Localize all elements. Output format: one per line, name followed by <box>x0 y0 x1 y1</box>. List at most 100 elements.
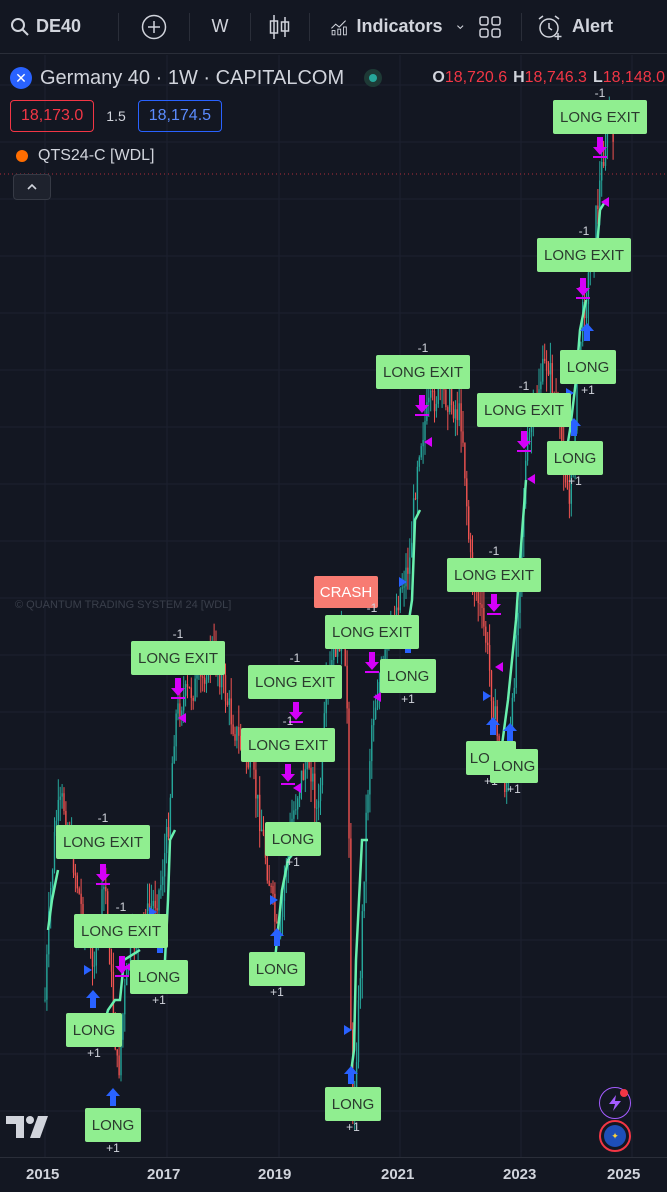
candle-body <box>487 642 489 646</box>
entry-marker <box>483 691 491 701</box>
candle-body <box>164 853 166 877</box>
exit-marker <box>495 662 503 672</box>
globe-icon: ✦ <box>604 1125 626 1147</box>
candle-body <box>412 498 415 543</box>
candle-body <box>561 419 563 446</box>
chart-type-button[interactable] <box>251 0 309 54</box>
candle-body <box>312 773 314 782</box>
candle-body <box>401 587 403 589</box>
alert-button[interactable]: Alert <box>522 0 613 54</box>
entry-marker <box>84 965 92 975</box>
candle-body <box>355 1062 358 1094</box>
candle-body <box>118 1055 120 1076</box>
symbol-label: DE40 <box>36 16 82 36</box>
layouts-button[interactable] <box>465 0 515 54</box>
candle-body <box>496 706 498 736</box>
symbol-title[interactable]: Germany 40 · 1W · CAPITALCOM <box>40 66 345 89</box>
candle-body <box>59 796 61 800</box>
top-toolbar: DE40 W Indicators Alert <box>0 0 667 54</box>
long-label: LONG <box>554 450 597 467</box>
long-label: LONG <box>332 1096 375 1113</box>
candle-body <box>238 727 240 736</box>
long-exit-arrow <box>171 678 185 696</box>
sell-button[interactable]: 18,173.0 <box>10 100 95 132</box>
interval-button[interactable]: W <box>190 0 250 54</box>
candle-body <box>570 473 572 504</box>
signal-label-box <box>490 749 538 783</box>
candle-body <box>76 875 78 889</box>
indicators-button[interactable]: Indicators <box>310 0 465 54</box>
candle-body <box>350 838 352 1030</box>
signal-qty-label: +1 <box>581 383 595 397</box>
candle-body <box>167 827 170 837</box>
signal-qty-label: +1 <box>152 993 166 1007</box>
symbol-search[interactable]: DE40 <box>0 0 118 54</box>
candle-body <box>101 889 103 927</box>
compare-button[interactable] <box>119 0 189 54</box>
long-exit-label: LONG EXIT <box>63 834 143 851</box>
stop-line <box>498 479 528 761</box>
candle-body <box>494 706 496 719</box>
candle-body <box>450 386 453 406</box>
time-axis[interactable]: 2015 2017 2019 2021 2023 2025 <box>0 1157 667 1192</box>
signal-label-box <box>325 615 419 649</box>
candles-icon <box>269 14 290 39</box>
long-entry-arrow <box>580 323 594 341</box>
signal-label-box <box>265 822 321 856</box>
entry-marker <box>344 1025 352 1035</box>
market-status-icon[interactable] <box>364 69 383 87</box>
candle-body <box>190 687 192 698</box>
x-tick-label: 2021 <box>381 1166 415 1183</box>
signal-label-box <box>130 960 188 994</box>
candle-body <box>424 421 426 440</box>
candle-body <box>48 911 50 955</box>
signal-label-box <box>477 393 571 427</box>
tradingview-logo-icon[interactable] <box>2 1110 62 1142</box>
collapse-legend-button[interactable] <box>13 174 51 200</box>
candle-body <box>152 900 154 906</box>
signal-qty-label: -1 <box>290 651 301 665</box>
candle-body <box>319 785 322 802</box>
candle-body <box>519 577 521 613</box>
long-entry-arrow <box>106 1088 120 1106</box>
long-exit-label: LONG EXIT <box>81 923 161 940</box>
buy-button[interactable]: 18,174.5 <box>137 100 223 132</box>
candle-body <box>359 978 362 1001</box>
candle-body <box>46 954 48 1000</box>
candle-body <box>409 557 411 574</box>
chevron-down-icon[interactable] <box>456 21 465 33</box>
globe-button[interactable]: ✦ <box>599 1120 631 1152</box>
ohlc-values: O 18,720.6 H 18,746.3 L 18,148.0 <box>432 69 665 87</box>
divider <box>118 12 119 41</box>
candle-body <box>361 911 363 979</box>
entry-marker <box>270 895 278 905</box>
divider <box>309 12 310 41</box>
crash-label-box <box>314 576 378 608</box>
long-label: LONG <box>256 961 299 978</box>
candle-body <box>447 407 449 412</box>
exit-marker <box>527 474 535 484</box>
candle-body <box>357 1000 360 1063</box>
candle-body <box>452 405 455 419</box>
candle-body <box>384 649 386 660</box>
high-value: 18,746.3 <box>524 69 587 86</box>
candle-body <box>44 999 46 1001</box>
symbol-logo: ✕ <box>10 67 32 89</box>
candle-body <box>148 903 151 911</box>
candle-body <box>428 397 430 403</box>
long-exit-arrow <box>289 702 303 720</box>
candle-body <box>597 205 599 209</box>
long-exit-label: LONG EXIT <box>454 567 534 584</box>
candle-body <box>506 783 508 793</box>
candle-body <box>259 794 261 832</box>
candle-body <box>78 888 80 894</box>
candle-body <box>120 1039 122 1076</box>
indicator-name: QTS24-C [WDL] <box>38 147 155 164</box>
candle-body <box>169 797 172 837</box>
lightning-button[interactable] <box>599 1087 631 1119</box>
divider <box>521 12 522 41</box>
indicators-icon <box>331 19 347 35</box>
indicator-legend[interactable]: QTS24-C [WDL] <box>16 144 154 168</box>
candle-body <box>304 769 306 780</box>
